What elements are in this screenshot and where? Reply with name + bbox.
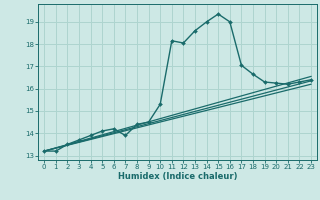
- X-axis label: Humidex (Indice chaleur): Humidex (Indice chaleur): [118, 172, 237, 181]
